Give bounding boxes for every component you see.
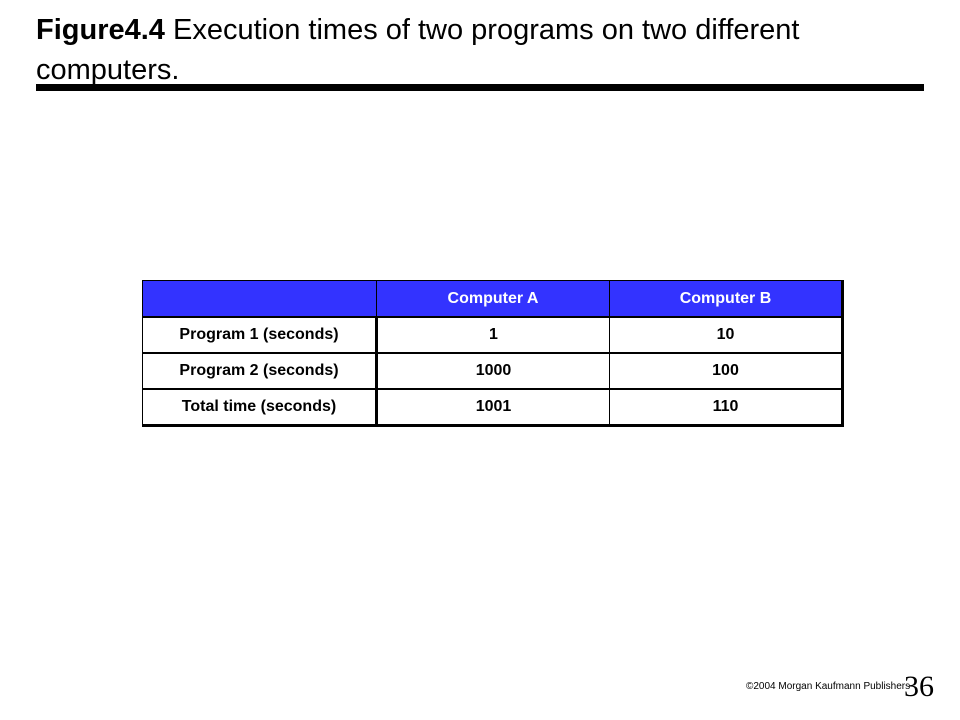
header-cell-computer-b: Computer B [609,280,843,318]
row-label: Program 1 (seconds) [142,316,378,354]
table-cell: 10 [609,316,843,354]
table-cell: 1001 [376,388,610,426]
row-label: Program 2 (seconds) [142,352,378,390]
copyright-notice: ©2004 Morgan Kaufmann Publishers [746,681,911,692]
table-row: Program 1 (seconds) 1 10 [142,316,843,354]
table-row: Total time (seconds) 1001 110 [142,388,843,426]
header-cell-computer-a: Computer A [376,280,610,318]
execution-times-table: Computer A Computer B Program 1 (seconds… [142,280,844,427]
table-cell: 110 [609,388,843,426]
table-cell: 100 [609,352,843,390]
table-cell: 1000 [376,352,610,390]
table-header-row: Computer A Computer B [142,280,843,318]
title-text: Execution times of two programs on two d… [36,14,800,86]
row-label: Total time (seconds) [142,388,378,426]
table-row: Program 2 (seconds) 1000 100 [142,352,843,390]
figure-label: Figure4.4 [36,14,165,46]
table-cell: 1 [376,316,610,354]
header-cell-empty [142,280,377,318]
title-underline [36,84,924,91]
slide-title: Figure4.4 Execution times of two program… [36,10,896,90]
page-number: 36 [904,670,934,703]
